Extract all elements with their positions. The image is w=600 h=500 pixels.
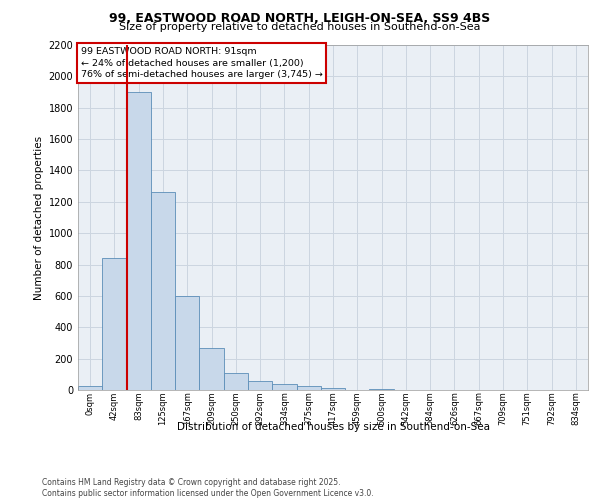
Bar — [102, 258, 127, 390]
Text: 99 EASTWOOD ROAD NORTH: 91sqm
← 24% of detached houses are smaller (1,200)
76% o: 99 EASTWOOD ROAD NORTH: 91sqm ← 24% of d… — [80, 46, 322, 80]
Bar — [175, 296, 199, 390]
Bar — [127, 92, 151, 390]
Bar — [248, 382, 272, 390]
Bar — [78, 386, 102, 390]
Y-axis label: Number of detached properties: Number of detached properties — [34, 136, 44, 300]
Text: Distribution of detached houses by size in Southend-on-Sea: Distribution of detached houses by size … — [176, 422, 490, 432]
Bar — [321, 388, 345, 390]
Bar — [296, 386, 321, 390]
Text: 99, EASTWOOD ROAD NORTH, LEIGH-ON-SEA, SS9 4BS: 99, EASTWOOD ROAD NORTH, LEIGH-ON-SEA, S… — [109, 12, 491, 26]
Bar — [151, 192, 175, 390]
Text: Size of property relative to detached houses in Southend-on-Sea: Size of property relative to detached ho… — [119, 22, 481, 32]
Bar — [224, 373, 248, 390]
Bar — [199, 348, 224, 390]
Bar — [272, 384, 296, 390]
Text: Contains HM Land Registry data © Crown copyright and database right 2025.
Contai: Contains HM Land Registry data © Crown c… — [42, 478, 374, 498]
Bar — [370, 389, 394, 390]
